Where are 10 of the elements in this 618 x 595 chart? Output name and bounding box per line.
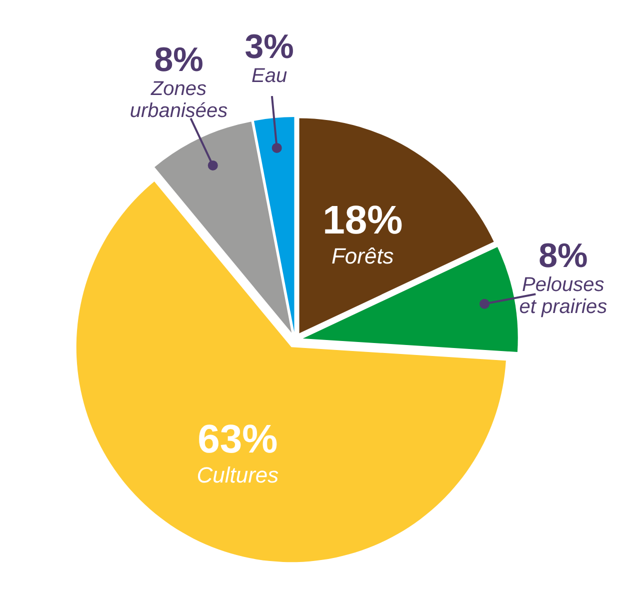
slice-label: Eau [252,65,288,88]
slice-label: Zones urbanisées [130,78,228,122]
slice-label: Cultures [196,462,279,488]
data-label: 18% [322,198,403,242]
slice-label: Forêts [331,243,394,268]
data-label: 63% [198,417,278,462]
data-label: 8% [154,40,204,79]
data-label: 8% [538,236,588,275]
data-label: 3% [244,28,294,66]
slice-label: Pelouses et prairies [519,274,608,318]
